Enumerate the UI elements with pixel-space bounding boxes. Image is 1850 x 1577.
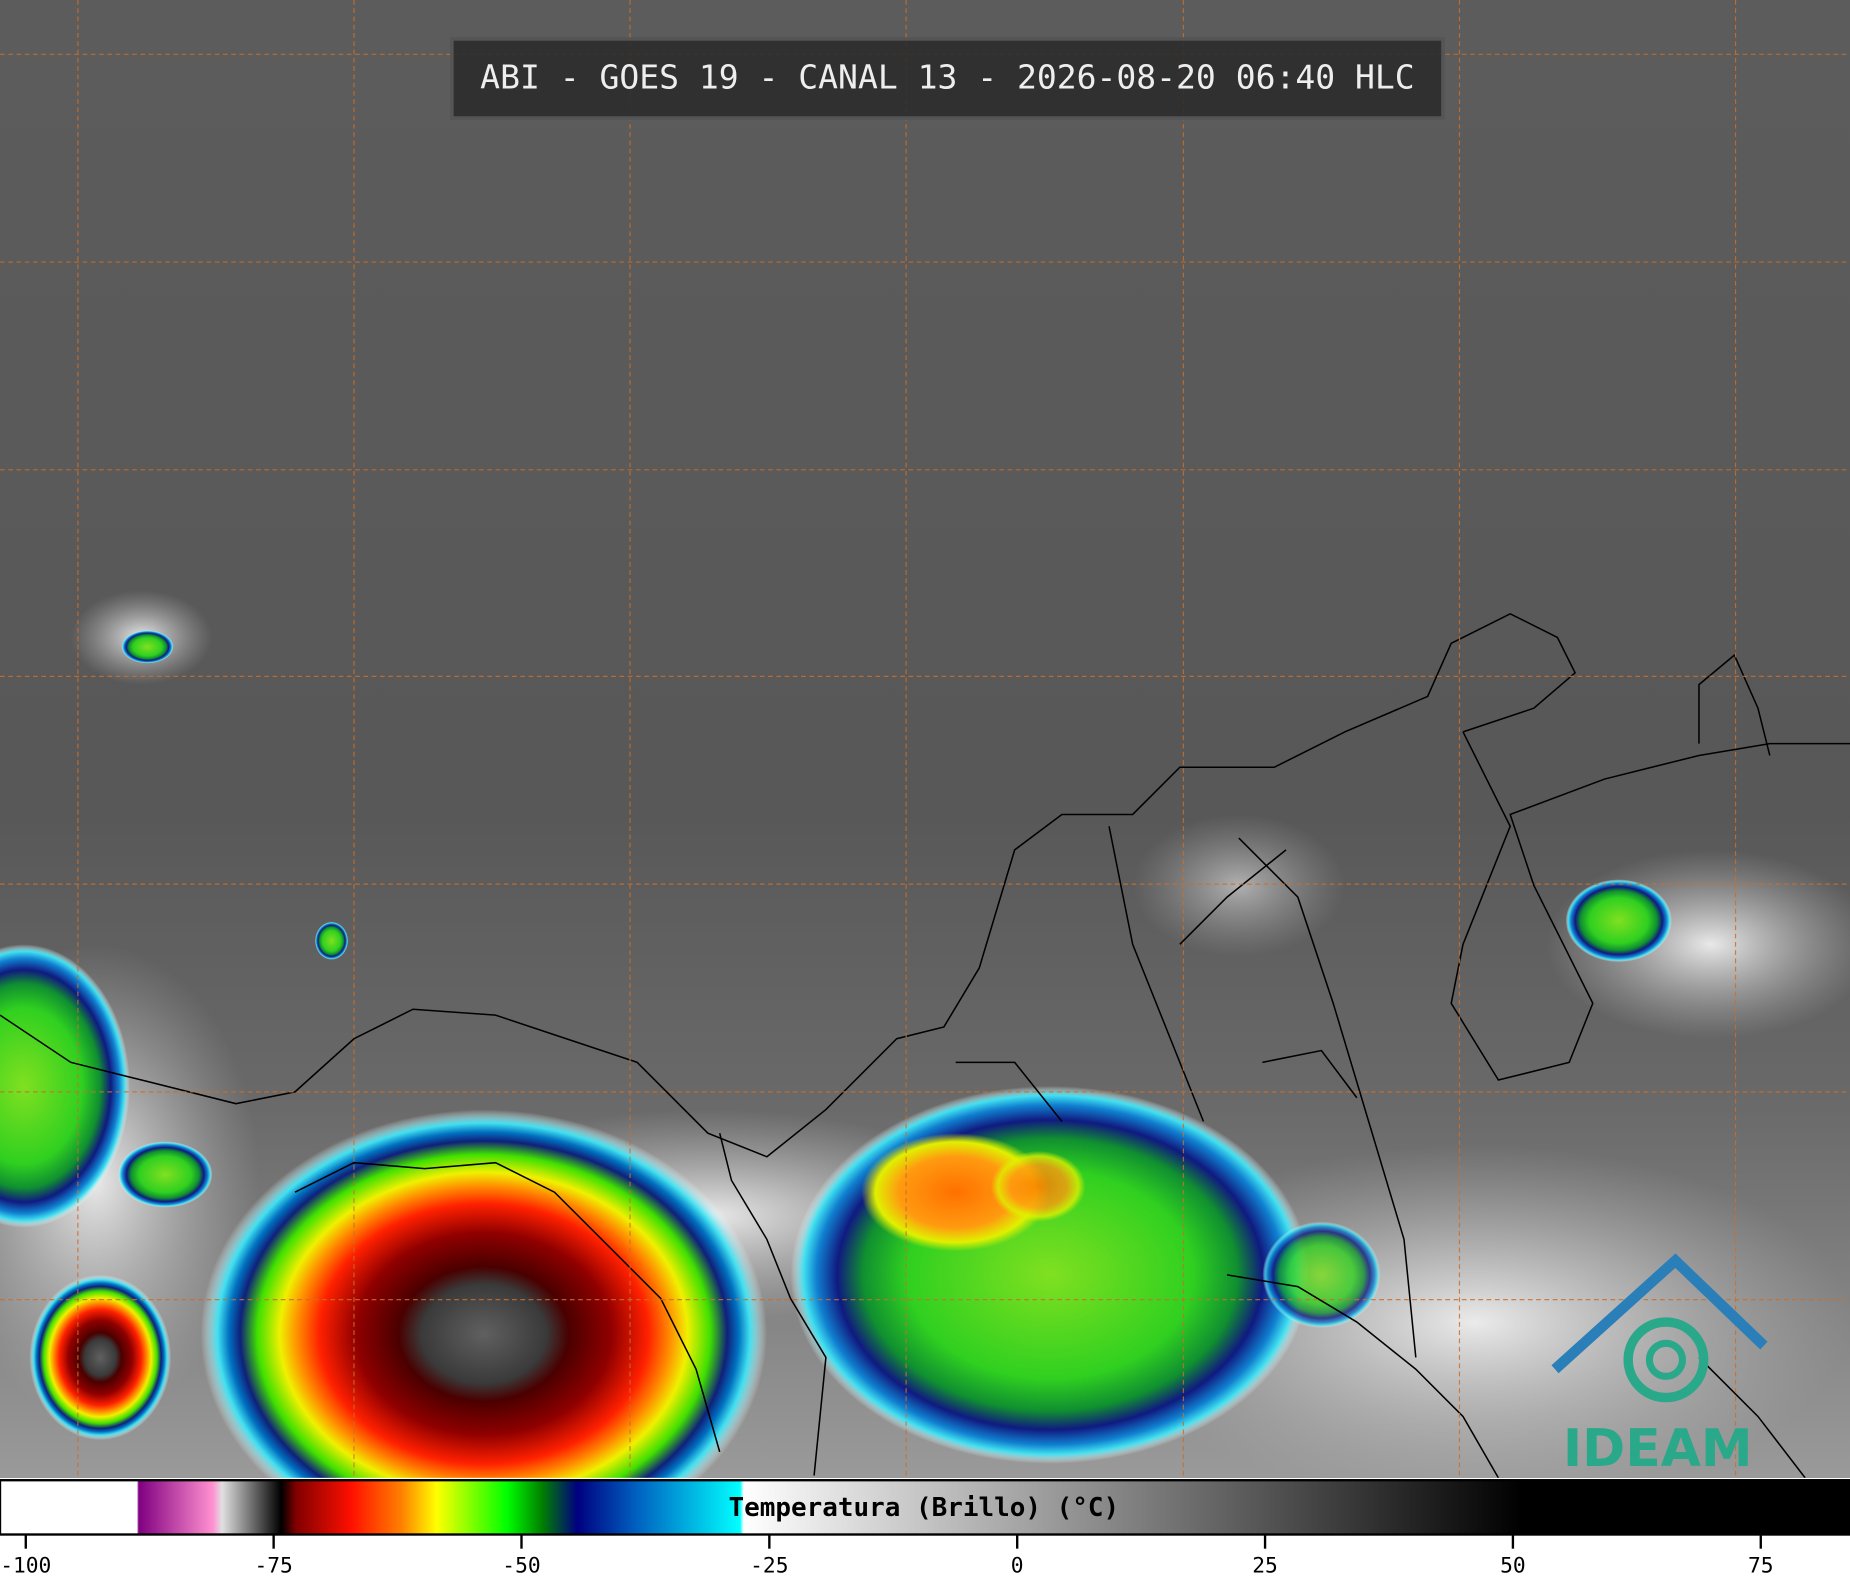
- logo: IDEAM: [1551, 1253, 1768, 1479]
- tick-label: -50: [502, 1553, 540, 1577]
- colorbar: [0, 1479, 1850, 1536]
- tick-label: 50: [1500, 1553, 1526, 1577]
- tick-label: 0: [1011, 1553, 1024, 1577]
- storm-cells: [0, 630, 1672, 1559]
- colorbar-ticks: -100 -75 -50 -25 0 25 50 75: [0, 1534, 1774, 1577]
- logo-text: IDEAM: [1563, 1419, 1753, 1479]
- tick-label: -100: [0, 1553, 51, 1577]
- title-box: ABI - GOES 19 - CANAL 13 - 2026-08-20 06…: [450, 37, 1445, 120]
- colorbar-label: Temperatura (Brillo) (°C): [729, 1493, 1120, 1523]
- coastlines: [0, 612, 1850, 1479]
- tick-label: 75: [1748, 1553, 1774, 1577]
- tick-label: 25: [1252, 1553, 1278, 1577]
- graticule: [0, 0, 1850, 1478]
- title: ABI - GOES 19 - CANAL 13 - 2026-08-20 06…: [480, 58, 1414, 97]
- tick-label: -25: [750, 1553, 788, 1577]
- tick-label: -75: [254, 1553, 292, 1577]
